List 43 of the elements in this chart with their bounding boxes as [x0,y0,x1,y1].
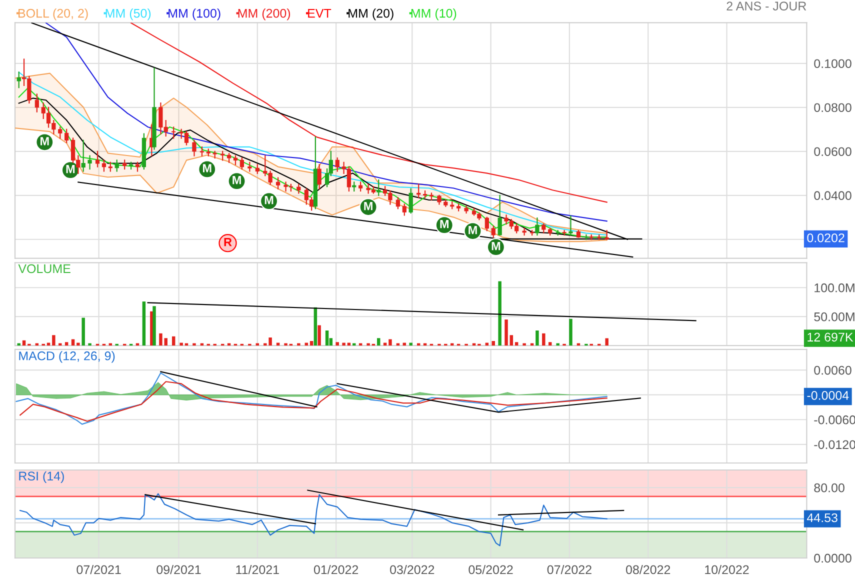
legend-label: MM (10) [411,8,456,20]
data-label: R [224,238,232,246]
x-tick-label: 05/2022 [468,564,513,574]
text: 0.0202 [807,233,844,242]
x-tick-label: 09/2021 [156,564,201,574]
data-label: M [364,202,372,210]
x-tick-label: 07/2021 [76,564,121,574]
x-tick-label: 08/2022 [626,564,670,574]
legend-label: MM (50) [106,8,151,20]
legend-label: MM (100) [168,8,220,20]
chart-subtitle: 2 ANS - JOUR [726,2,806,11]
y-tick-label: 0.1000 [814,59,852,68]
y-tick-label: 0.0600 [814,147,852,156]
x-tick-label: 07/2022 [547,564,592,574]
data-label: M [492,242,500,250]
y-tick-label: 80.00 [814,483,844,492]
text: -0.0004 [807,390,849,400]
chart-title: MACD (12, 26, 9) [19,351,115,363]
y-tick-label: 0.0800 [814,103,852,112]
x-tick-label: 01/2022 [314,564,358,574]
y-tick-label: 100.0M [814,283,854,292]
y-tick-label: 0.0400 [814,191,852,200]
data-label: M [468,226,477,234]
y-tick-label: 0.0000 [814,554,852,563]
data-label: M [440,220,448,228]
data-label: M [232,176,241,184]
data-label: M [264,196,274,204]
legend-label: BOLL (20, 2) [18,8,88,20]
legend-label: MM (200) [238,8,290,20]
chart-title: RSI (14) [19,471,64,483]
x-tick-label: 11/2021 [236,564,279,574]
y-tick-label: 0.0060 [814,366,852,375]
y-tick-label: 50.00M [814,312,854,322]
text: 12 697K [808,332,854,342]
data-label: M [40,137,49,146]
legend-label: MM (20) [348,8,394,20]
legend-label: EVT [308,9,332,18]
chart-title: VOLUME [18,264,70,274]
ref-line-label: 44.53 [806,513,838,522]
data-label: M [66,165,75,174]
x-tick-label: 10/2022 [705,564,749,574]
data-label: M [202,164,212,172]
x-tick-label: 03/2022 [390,564,434,574]
